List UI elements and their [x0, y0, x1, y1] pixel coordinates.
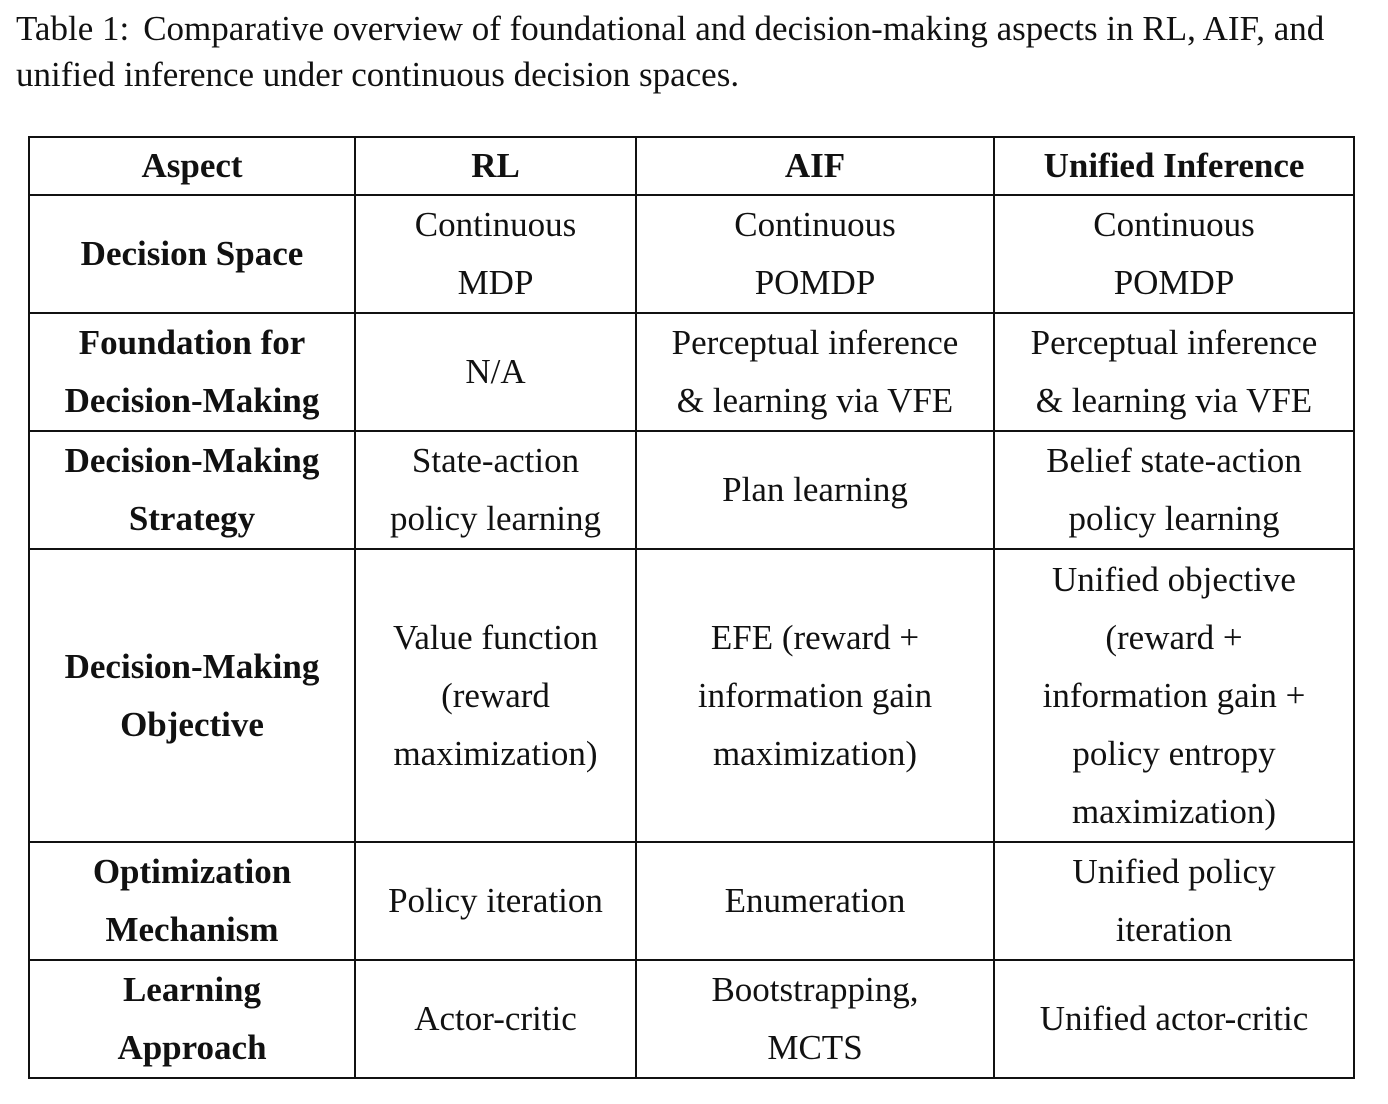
table-row: Optimization Mechanism Policy iteration … [28, 841, 1355, 961]
rl-value: Value function (reward maximization) [392, 617, 599, 773]
aif-cell: Plan learning [635, 430, 995, 550]
aspect-label: Decision-Making Strategy [64, 441, 320, 538]
row-aspect-cell: Decision Space [28, 194, 356, 314]
unified-value: Belief state-action policy learning [1046, 441, 1302, 538]
header-rl: RL [354, 136, 637, 196]
aif-value: Plan learning [722, 470, 908, 509]
aspect-label: Optimization Mechanism [92, 852, 292, 949]
row-aspect-cell: Decision-Making Strategy [28, 430, 356, 550]
rl-value: Policy iteration [388, 881, 603, 920]
rl-value: Actor-critic [414, 999, 577, 1038]
table-header-row: Aspect RL AIF Unified Inference [28, 136, 1355, 196]
unified-value: Unified objective (reward + information … [1042, 559, 1306, 831]
aif-cell: EFE (reward + information gain maximizat… [635, 548, 995, 843]
aspect-label: Decision-Making Objective [64, 646, 320, 744]
unified-value: Perceptual inference & learning via VFE [1030, 323, 1318, 420]
header-aif: AIF [635, 136, 995, 196]
header-aspect: Aspect [28, 136, 356, 196]
table-row: Learning Approach Actor-critic Bootstrap… [28, 959, 1355, 1079]
unified-value: Unified policy iteration [1072, 852, 1276, 949]
aif-cell: Perceptual inference & learning via VFE [635, 312, 995, 432]
row-aspect-cell: Decision-Making Objective [28, 548, 356, 843]
rl-value: Continuous MDP [414, 205, 577, 302]
aspect-label: Decision Space [80, 234, 304, 273]
table-row: Decision-Making Objective Value function… [28, 548, 1355, 843]
aspect-label: Learning Approach [117, 970, 267, 1067]
rl-cell: Actor-critic [354, 959, 637, 1079]
unified-cell: Perceptual inference & learning via VFE [993, 312, 1355, 432]
unified-cell: Unified actor-critic [993, 959, 1355, 1079]
unified-value: Continuous POMDP [1093, 205, 1255, 302]
aif-value: EFE (reward + information gain maximizat… [697, 617, 933, 773]
aif-cell: Enumeration [635, 841, 995, 961]
table-caption-text: Comparative overview of foundational and… [16, 9, 1325, 94]
rl-cell: State-action policy learning [354, 430, 637, 550]
table-caption-label: Table 1: [16, 9, 130, 48]
table-caption: Table 1: Comparative overview of foundati… [16, 6, 1376, 98]
rl-cell: Value function (reward maximization) [354, 548, 637, 843]
unified-cell: Unified policy iteration [993, 841, 1355, 961]
aif-value: Enumeration [724, 881, 906, 920]
aif-value: Bootstrapping, MCTS [711, 970, 919, 1067]
aif-cell: Continuous POMDP [635, 194, 995, 314]
row-aspect-cell: Optimization Mechanism [28, 841, 356, 961]
rl-cell: Continuous MDP [354, 194, 637, 314]
table-row: Decision Space Continuous MDP Continuous… [28, 194, 1355, 314]
aif-value: Continuous POMDP [734, 205, 896, 302]
unified-value: Unified actor-critic [1039, 999, 1309, 1038]
row-aspect-cell: Foundation for Decision-Making [28, 312, 356, 432]
aspect-label: Foundation for Decision-Making [64, 323, 320, 420]
rl-cell: N/A [354, 312, 637, 432]
unified-cell: Unified objective (reward + information … [993, 548, 1355, 843]
rl-value: N/A [465, 352, 526, 391]
unified-cell: Belief state-action policy learning [993, 430, 1355, 550]
aif-cell: Bootstrapping, MCTS [635, 959, 995, 1079]
comparison-table: Aspect RL AIF Unified Inference Decision… [28, 136, 1355, 1079]
row-aspect-cell: Learning Approach [28, 959, 356, 1079]
table-row: Foundation for Decision-Making N/A Perce… [28, 312, 1355, 432]
unified-cell: Continuous POMDP [993, 194, 1355, 314]
rl-value: State-action policy learning [390, 441, 601, 538]
header-unified-inference: Unified Inference [993, 136, 1355, 196]
table-row: Decision-Making Strategy State-action po… [28, 430, 1355, 550]
rl-cell: Policy iteration [354, 841, 637, 961]
aif-value: Perceptual inference & learning via VFE [671, 323, 959, 420]
